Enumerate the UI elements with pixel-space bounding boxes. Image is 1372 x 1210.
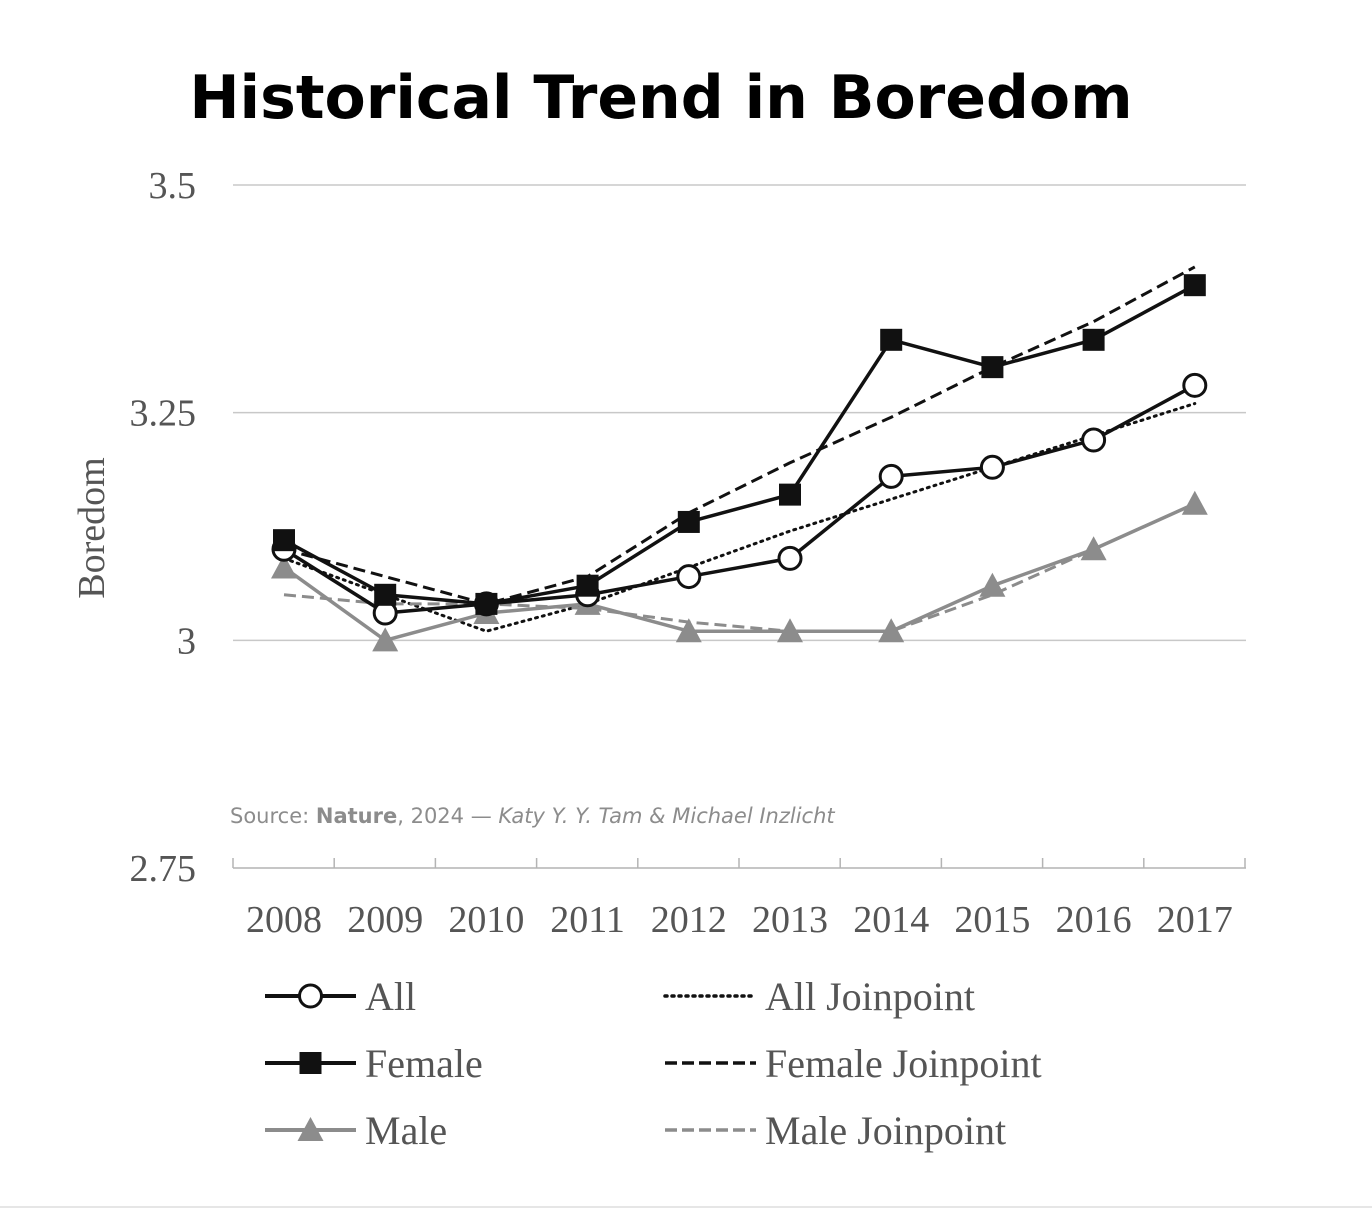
x-tick-label: 2010 <box>448 899 524 941</box>
marker-female <box>475 592 498 615</box>
legend-label: Male Joinpoint <box>765 1108 1006 1153</box>
marker-male <box>372 627 399 652</box>
x-tick-label: 2012 <box>651 899 727 941</box>
series-line-female <box>283 283 1196 606</box>
series-markers <box>271 274 1208 652</box>
source-authors: Katy Y. Y. Tam & Michael Inzlicht <box>498 804 835 828</box>
gridlines <box>233 184 1246 642</box>
marker-all <box>878 463 904 489</box>
x-tick-labels: 2008 2009 2010 2011 2012 2013 2014 2015 2016 2017 <box>246 899 1233 941</box>
y-tick-label: 3.25 <box>130 393 197 435</box>
series-line-all-joinpoint <box>282 402 1197 633</box>
x-tick-label: 2015 <box>954 899 1030 941</box>
source-note: Source: Nature, 2024 — Katy Y. Y. Tam & … <box>230 804 835 828</box>
y-tick-label: 3 <box>177 620 196 662</box>
x-tick-label: 2011 <box>550 899 625 941</box>
x-tick-label: 2014 <box>853 899 929 941</box>
legend-item-female: Female <box>265 1041 483 1086</box>
marker-female <box>273 529 295 552</box>
legend: All Female Male All Joinpoint Female Joinpoi… <box>265 974 1042 1153</box>
series-line-male-joinpoint <box>283 502 1196 633</box>
marker-all <box>979 454 1005 480</box>
marker-male <box>979 572 1006 597</box>
series-line-female-joinpoint <box>283 265 1196 606</box>
series-line-male <box>282 502 1196 643</box>
legend-label: Female <box>365 1041 483 1086</box>
x-tick-label: 2008 <box>246 899 322 941</box>
marker-all <box>676 564 702 590</box>
marker-female <box>1082 328 1105 351</box>
source-journal: Nature <box>316 804 397 828</box>
marker-male <box>675 618 702 643</box>
marker-all <box>1081 427 1107 453</box>
series-line-all <box>283 383 1196 615</box>
x-tick-label: 2013 <box>752 899 828 941</box>
marker-female <box>880 328 903 351</box>
x-tick-label: 2009 <box>347 899 423 941</box>
legend-label: All Joinpoint <box>765 974 975 1019</box>
legend-item-female-joinpoint: Female Joinpoint <box>665 1041 1042 1086</box>
marker-female <box>576 574 599 597</box>
legend-label: All <box>365 974 416 1019</box>
legend-marker <box>299 1052 322 1074</box>
marker-male <box>777 618 803 643</box>
legend-marker <box>297 1117 324 1141</box>
marker-male <box>1080 536 1107 561</box>
legend-label: Female Joinpoint <box>765 1041 1042 1086</box>
legend-label: Male <box>365 1108 447 1153</box>
legend-item-all: All <box>265 974 416 1019</box>
x-tick-label: 2017 <box>1157 899 1233 941</box>
source-prefix: Source: <box>230 804 316 828</box>
marker-female <box>1183 274 1206 297</box>
y-tick-label: 2.75 <box>130 848 197 890</box>
marker-female <box>779 483 801 506</box>
legend-item-male: Male <box>265 1108 447 1153</box>
y-axis-label: Boredom <box>71 457 113 598</box>
marker-male <box>1181 490 1208 515</box>
marker-female <box>981 356 1004 379</box>
marker-male <box>878 618 905 643</box>
x-tick-label: 2016 <box>1056 899 1132 941</box>
marker-female <box>374 583 397 606</box>
x-axis <box>232 858 1246 869</box>
chart-title: Historical Trend in Boredom <box>189 63 1132 133</box>
y-tick-labels: 3.5 3.25 3 2.75 <box>130 165 197 890</box>
marker-female <box>677 510 700 533</box>
source-year: , 2024 — <box>397 804 498 828</box>
legend-item-male-joinpoint: Male Joinpoint <box>665 1108 1006 1153</box>
marker-male <box>271 554 297 579</box>
legend-marker <box>298 983 323 1009</box>
marker-all <box>1182 372 1208 398</box>
marker-all <box>777 545 803 571</box>
series-lines <box>282 265 1197 643</box>
legend-item-all-joinpoint: All Joinpoint <box>663 974 975 1019</box>
y-tick-label: 3.5 <box>149 165 197 207</box>
